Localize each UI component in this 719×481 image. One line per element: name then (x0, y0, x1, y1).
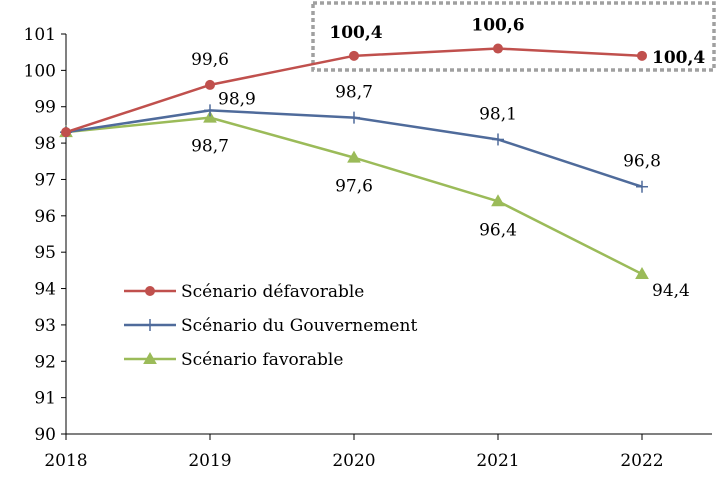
legend-marker (145, 286, 155, 296)
data-labels-group: 99,6 100,4 100,6 100,4 98,9 98,7 98,1 96,8 98,7 9… (191, 16, 705, 301)
legend-item: Scénario favorable (124, 350, 343, 370)
data-point (205, 79, 215, 90)
data-point (203, 110, 217, 123)
data-point (348, 111, 360, 124)
data-label: 98,9 (218, 89, 256, 109)
data-label: 96,8 (623, 152, 661, 172)
legend-item: Scénario du Gouvernement (124, 316, 417, 336)
legend-label: Scénario du Gouvernement (181, 316, 417, 336)
data-label: 100,4 (652, 48, 705, 68)
data-point (637, 50, 647, 61)
legend: Scénario défavorable Scénario du Gouverne… (124, 282, 417, 370)
data-point (493, 43, 503, 54)
x-tick-label: 2018 (44, 451, 87, 471)
legend-marker (143, 351, 157, 364)
y-tick-label: 99 (34, 98, 56, 118)
y-tick-label: 93 (34, 316, 56, 336)
data-label: 100,6 (471, 16, 524, 36)
y-tick-label: 97 (34, 170, 56, 190)
x-tick-label: 2020 (332, 451, 375, 471)
data-label: 98,1 (479, 104, 517, 124)
data-label: 100,4 (329, 23, 382, 43)
data-label: 97,6 (335, 177, 373, 197)
data-point (491, 194, 505, 207)
data-point (349, 50, 359, 61)
y-tick-label: 92 (34, 352, 56, 372)
data-point (61, 127, 71, 138)
x-tick-label: 2019 (188, 451, 231, 471)
data-point (492, 133, 504, 146)
data-point (347, 150, 361, 163)
y-tick-label: 90 (34, 425, 56, 445)
data-label: 98,7 (335, 83, 373, 103)
series-group (59, 43, 649, 279)
data-label: 98,7 (191, 137, 229, 157)
data-label: 94,4 (652, 281, 690, 301)
data-label: 99,6 (191, 50, 229, 70)
data-point (204, 104, 216, 117)
chart-axes: 90 91 92 93 94 95 96 97 98 99 100 101 2018 2019 2020 20… (24, 25, 712, 471)
x-tick-label: 2022 (620, 451, 663, 471)
highlight-group (311, 1, 716, 72)
legend-item: Scénario défavorable (124, 282, 364, 302)
y-tick-label: 94 (34, 280, 56, 300)
x-tick-label: 2021 (476, 451, 519, 471)
data-label: 96,4 (479, 220, 517, 240)
y-tick-label: 95 (34, 243, 56, 263)
data-point (635, 266, 649, 279)
legend-label: Scénario favorable (181, 350, 343, 370)
legend-label: Scénario défavorable (181, 282, 364, 302)
highlight-box (311, 1, 716, 72)
y-tick-label: 91 (34, 389, 56, 409)
y-tick-label: 98 (34, 134, 56, 154)
y-tick-label: 101 (24, 25, 56, 45)
y-tick-label: 100 (24, 61, 56, 81)
y-tick-label: 96 (34, 207, 56, 227)
data-point (636, 180, 648, 193)
legend-marker (144, 319, 156, 331)
